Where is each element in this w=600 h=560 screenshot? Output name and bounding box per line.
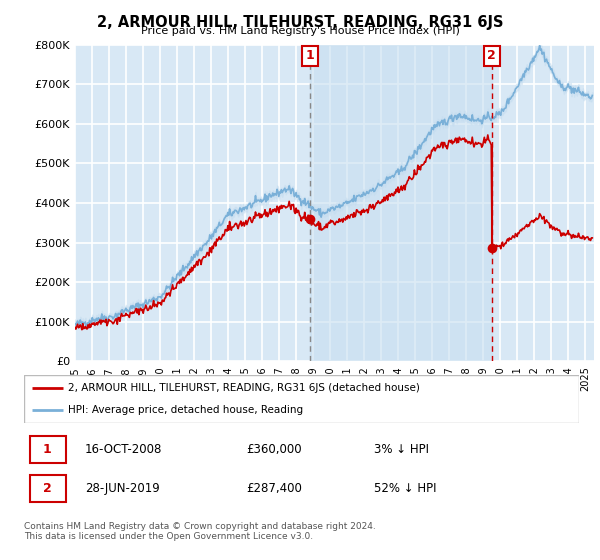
Text: 16-OCT-2008: 16-OCT-2008 <box>85 443 163 456</box>
Text: 1: 1 <box>305 49 314 62</box>
Text: 3% ↓ HPI: 3% ↓ HPI <box>374 443 428 456</box>
Text: £360,000: £360,000 <box>246 443 302 456</box>
Text: 28-JUN-2019: 28-JUN-2019 <box>85 482 160 495</box>
Bar <box>310 45 492 361</box>
Text: Price paid vs. HM Land Registry's House Price Index (HPI): Price paid vs. HM Land Registry's House … <box>140 26 460 36</box>
Text: 2: 2 <box>487 49 496 62</box>
Text: £287,400: £287,400 <box>246 482 302 495</box>
Text: 52% ↓ HPI: 52% ↓ HPI <box>374 482 436 495</box>
Text: 2: 2 <box>43 482 52 495</box>
Text: 2, ARMOUR HILL, TILEHURST, READING, RG31 6JS (detached house): 2, ARMOUR HILL, TILEHURST, READING, RG31… <box>68 383 420 393</box>
Text: HPI: Average price, detached house, Reading: HPI: Average price, detached house, Read… <box>68 405 304 415</box>
Bar <box>29 436 65 463</box>
Text: Contains HM Land Registry data © Crown copyright and database right 2024.
This d: Contains HM Land Registry data © Crown c… <box>24 522 376 542</box>
Bar <box>29 475 65 502</box>
Text: 2, ARMOUR HILL, TILEHURST, READING, RG31 6JS: 2, ARMOUR HILL, TILEHURST, READING, RG31… <box>97 15 503 30</box>
Text: 1: 1 <box>43 443 52 456</box>
